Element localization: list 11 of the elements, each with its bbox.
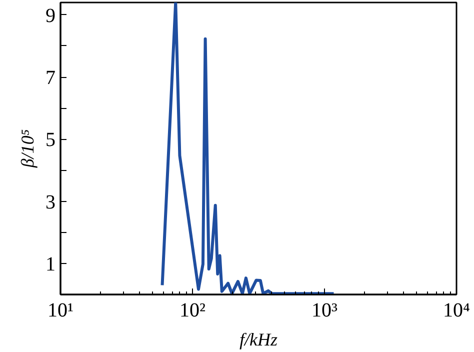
y-axis-title: β/10⁵ — [18, 129, 38, 169]
x-tick-label: 10³ — [312, 300, 338, 322]
y-tick-label: 7 — [46, 67, 56, 90]
y-tick-label: 3 — [46, 191, 56, 214]
y-tick-label: 5 — [46, 129, 56, 152]
x-tick-label: 10⁴ — [443, 300, 470, 322]
y-tick-label: 9 — [46, 4, 56, 27]
x-axis-title: f/kHz — [240, 330, 278, 350]
y-tick-label: 1 — [46, 253, 56, 276]
x-tick-label: 10¹ — [48, 300, 74, 322]
x-tick-label: 10² — [180, 300, 206, 322]
